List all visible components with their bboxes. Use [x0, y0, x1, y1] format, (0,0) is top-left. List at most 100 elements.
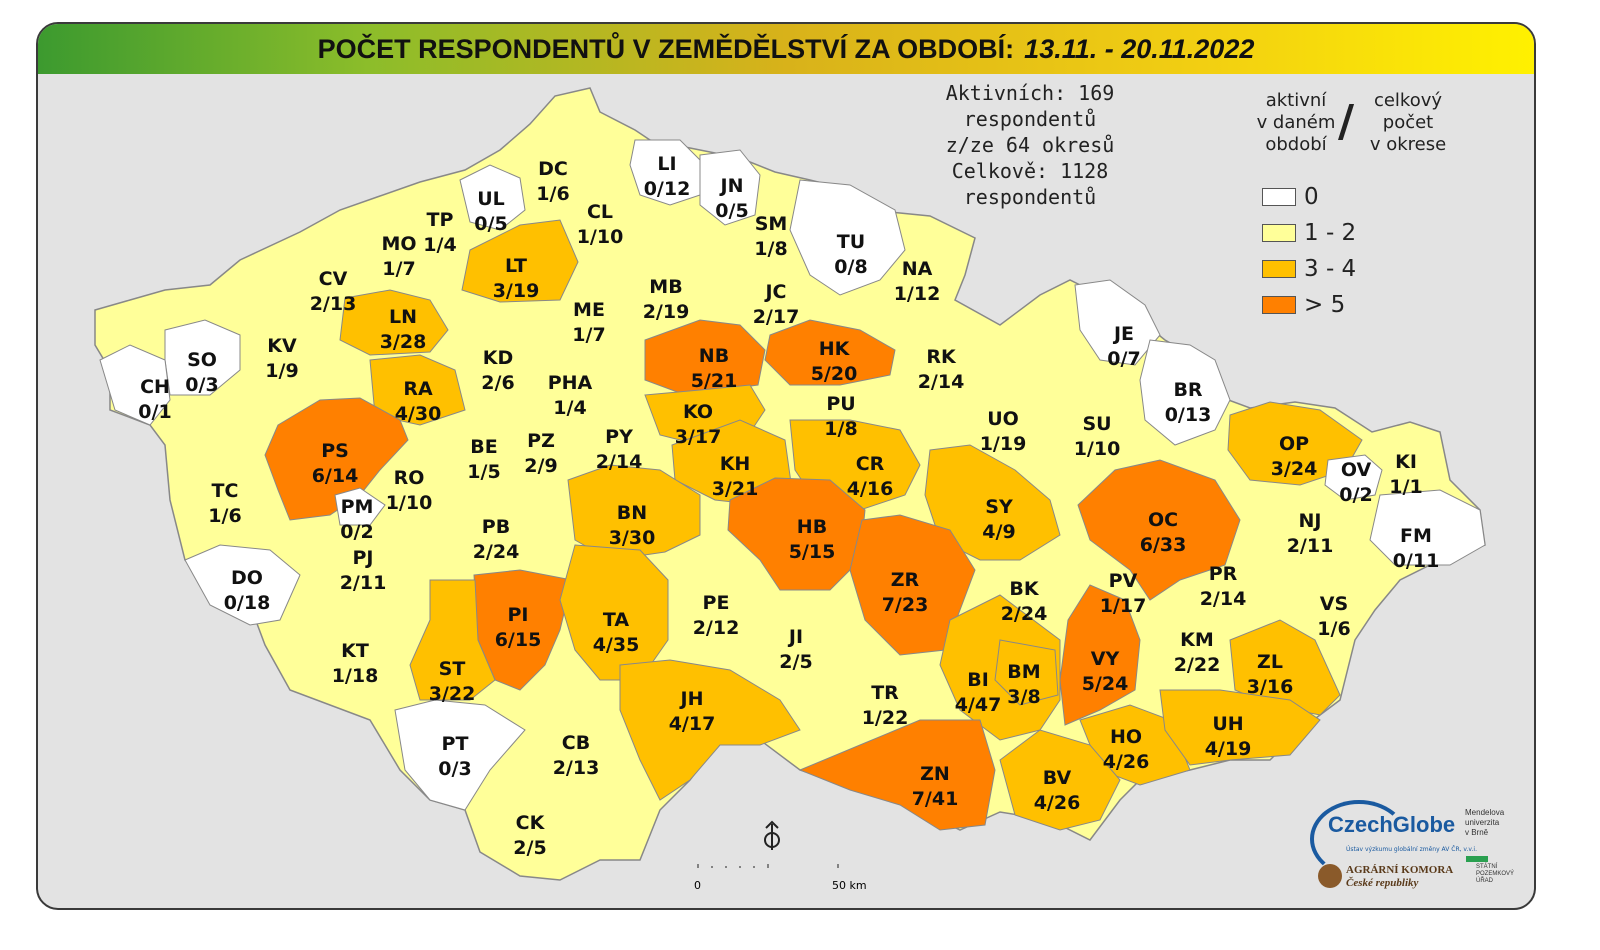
partner-logos: CzechGlobe Ústav výzkumu globální změny … [1270, 770, 1514, 889]
district-value-pi: 6/15 [495, 629, 542, 651]
district-value-nb: 5/21 [691, 370, 738, 392]
mendel-line-2: univerzita [1465, 818, 1500, 827]
district-value-bv: 4/26 [1034, 792, 1081, 814]
district-region-jn [699, 149, 761, 226]
district-value-ko: 3/17 [675, 426, 722, 448]
district-code-kv: KV [267, 335, 297, 357]
district-region-vy [1059, 584, 1141, 726]
district-value-pj: 2/11 [340, 572, 387, 594]
district-code-je: JE [1112, 323, 1134, 345]
district-value-dc: 1/6 [536, 183, 569, 205]
district-value-li: 0/12 [644, 178, 691, 200]
district-value-ji: 2/5 [779, 651, 812, 673]
spu-logo-icon [1466, 856, 1488, 862]
district-value-mo: 1/7 [382, 258, 415, 280]
district-value-tu: 0/8 [834, 256, 867, 278]
district-value-pb: 2/24 [473, 541, 520, 563]
district-code-jn: JN [719, 175, 744, 197]
district-code-zl: ZL [1257, 651, 1283, 673]
district-value-hk: 5/20 [811, 363, 858, 385]
district-value-ps: 6/14 [312, 465, 359, 487]
district-value-jn: 0/5 [715, 200, 748, 222]
legend-item-2: 3 - 4 [1262, 255, 1356, 283]
district-code-cv: CV [319, 268, 348, 290]
district-value-op: 3/24 [1271, 458, 1318, 480]
district-region-li [629, 139, 701, 206]
district-value-ki: 1/1 [1389, 476, 1422, 498]
district-code-kd: KD [483, 347, 514, 369]
district-value-tr: 1/22 [862, 707, 909, 729]
district-value-su: 1/10 [1074, 438, 1121, 460]
district-value-ul: 0/5 [474, 213, 507, 235]
district-code-cl: CL [587, 201, 613, 223]
legend-right-3: v okrese [1369, 134, 1447, 155]
legend-left-header: aktivní v daném období [1250, 90, 1342, 156]
legend-item-3: > 5 [1262, 291, 1345, 319]
district-value-fm: 0/11 [1393, 550, 1440, 572]
district-code-jh: JH [679, 688, 704, 710]
district-code-me: ME [573, 299, 605, 321]
district-code-oc: OC [1148, 509, 1178, 531]
legend-swatch-0 [1262, 188, 1296, 206]
district-value-pm: 0/2 [340, 521, 373, 543]
summary-total: Celkově: 1128 respondentů [951, 159, 1109, 209]
district-value-ck: 2/5 [513, 837, 546, 859]
spu-line-3: ÚŘAD [1476, 878, 1494, 884]
czechglobe-subtitle: Ústav výzkumu globální změny AV ČR, v.v.… [1346, 846, 1477, 853]
district-code-tp: TP [427, 209, 454, 231]
district-region-tu [789, 179, 906, 296]
district-code-pt: PT [442, 733, 469, 755]
district-code-pi: PI [508, 604, 529, 626]
district-value-cv: 2/13 [310, 293, 357, 315]
legend-left-1: aktivní [1265, 90, 1327, 111]
district-value-mb: 2/19 [643, 301, 690, 323]
district-code-st: ST [439, 658, 466, 680]
district-code-km: KM [1180, 629, 1214, 651]
district-value-kh: 3/21 [712, 478, 759, 500]
district-value-kt: 1/18 [332, 665, 379, 687]
district-code-sy: SY [985, 496, 1013, 518]
district-value-cr: 4/16 [847, 478, 894, 500]
north-arrow-icon [764, 820, 780, 850]
district-code-rk: RK [926, 346, 957, 368]
district-code-ta: TA [603, 609, 629, 631]
district-region-br [1139, 339, 1231, 446]
district-value-ro: 1/10 [386, 492, 433, 514]
district-region-ps [264, 397, 409, 521]
district-value-be: 1/5 [467, 461, 500, 483]
district-code-bi: BI [967, 669, 989, 691]
komora-logo: AGRÁRNÍ KOMORA České republiky [1346, 864, 1453, 890]
district-value-kv: 1/9 [265, 360, 298, 382]
scale-zero: 0 [694, 879, 701, 892]
district-region-bm [994, 639, 1059, 706]
district-value-vy: 5/24 [1082, 673, 1129, 695]
district-region-fm [1369, 489, 1486, 566]
district-code-fm: FM [1400, 525, 1432, 547]
district-code-bn: BN [617, 502, 647, 524]
district-code-pha: PHA [548, 372, 593, 394]
district-code-pb: PB [482, 516, 510, 538]
district-value-so: 0/3 [185, 374, 218, 396]
district-value-me: 1/7 [572, 324, 605, 346]
legend-label-2: 3 - 4 [1304, 256, 1357, 282]
district-region-ch [99, 344, 171, 426]
district-value-pt: 0/3 [438, 758, 471, 780]
mendel-line-3: v Brně [1465, 828, 1489, 837]
district-value-pr: 2/14 [1200, 588, 1247, 610]
district-code-bv: BV [1043, 767, 1072, 789]
district-code-hb: HB [797, 516, 827, 538]
district-region-nb [644, 319, 766, 394]
district-code-bk: BK [1009, 578, 1039, 600]
district-value-na: 1/12 [894, 283, 941, 305]
district-region-pt [394, 699, 526, 811]
district-value-pz: 2/9 [524, 455, 557, 477]
district-value-pe: 2/12 [693, 617, 740, 639]
district-value-ho: 4/26 [1103, 751, 1150, 773]
district-code-kt: KT [341, 640, 369, 662]
district-code-pz: PZ [527, 430, 555, 452]
district-code-ps: PS [321, 440, 349, 462]
legend-right-1: celkový [1373, 90, 1443, 111]
district-code-ul: UL [477, 188, 505, 210]
district-value-bm: 3/8 [1007, 686, 1040, 708]
district-value-tp: 1/4 [423, 234, 456, 256]
